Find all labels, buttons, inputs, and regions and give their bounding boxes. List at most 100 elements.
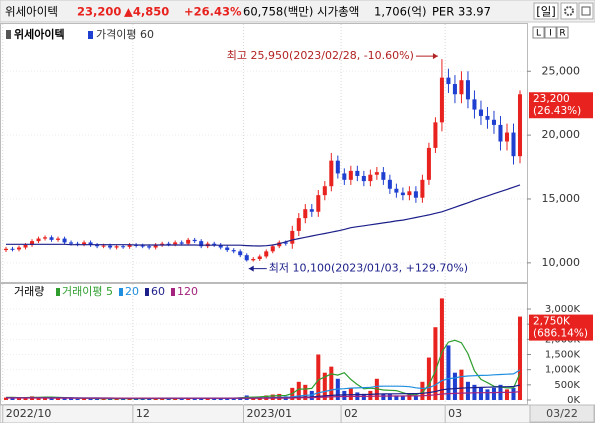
candle-body (426, 147, 431, 180)
x-tick-label: 03 (448, 407, 462, 420)
x-tick-label: 2023/01 (246, 407, 292, 420)
volume-bar (296, 381, 301, 400)
candle-body (114, 246, 119, 248)
last-value-label: (26.43%) (533, 105, 581, 117)
y-tick-label: 1,500K (545, 350, 581, 361)
last-date: 03/22 (546, 407, 578, 420)
market-cap: 1,706(억) (374, 5, 426, 19)
volume-bar (413, 395, 418, 400)
candle-body (10, 248, 15, 250)
candle-body (478, 109, 483, 116)
legend-marker (118, 288, 123, 296)
candle-body (452, 84, 457, 95)
volume-bar (303, 384, 308, 400)
candle-body (108, 245, 113, 248)
volume-bar (179, 398, 184, 400)
legend-marker (170, 288, 175, 296)
volume-bar (478, 387, 483, 400)
change-pct: +26.43% (184, 5, 242, 19)
candle-body (225, 247, 230, 251)
gear-icon (564, 6, 574, 16)
header-bar (0, 0, 595, 23)
candle-body (329, 160, 334, 187)
candle-body (459, 80, 464, 95)
volume-bar (511, 387, 516, 400)
candle-body (355, 170, 360, 176)
volume-bar (69, 398, 74, 400)
legend-marker (88, 31, 93, 39)
y-tick-label: 10,000 (542, 256, 581, 269)
settings-button[interactable] (560, 2, 578, 20)
candle-body (121, 246, 126, 248)
candle-body (517, 94, 523, 157)
volume-bar (134, 398, 139, 400)
x-tick-label: 2022/10 (6, 407, 52, 420)
candle-body (244, 255, 249, 261)
volume-bar (452, 372, 457, 400)
date-axis (0, 404, 595, 424)
market-cap-label: 시가총액 (317, 5, 359, 19)
toolbar-button[interactable] (544, 26, 557, 39)
volume-bar (23, 397, 28, 400)
legend-label: 120 (177, 285, 198, 298)
period-button[interactable] (533, 2, 559, 20)
price: 23,200 (77, 5, 121, 19)
candle-body (101, 245, 106, 247)
candle-body (342, 173, 347, 180)
volume-bar (348, 387, 353, 400)
toolbar-button[interactable] (556, 26, 569, 39)
toolbar-label: R (559, 29, 565, 39)
candle-body (173, 242, 178, 245)
volume-legend-title: 거래량 (14, 285, 44, 298)
candle-body (127, 244, 132, 247)
candle-body (511, 132, 516, 157)
volume-bar (218, 398, 223, 400)
candle-body (186, 239, 191, 244)
volume-bar (3, 397, 9, 400)
candle-body (231, 250, 236, 252)
candle-body (23, 244, 28, 248)
volume-bar (16, 397, 22, 400)
candle-body (400, 192, 405, 196)
volume-bar (433, 327, 438, 400)
candle-body (348, 170, 353, 180)
volume-bar (108, 398, 113, 400)
period[interactable]: [일] (536, 5, 556, 19)
candle-body (43, 237, 48, 239)
toolbar-label: L (536, 29, 541, 39)
candle-body (446, 77, 451, 85)
candle-body (491, 119, 496, 125)
toolbar-label: I (549, 29, 552, 39)
moving-average (6, 184, 521, 247)
candle-body (504, 132, 510, 142)
candle-body (30, 241, 35, 245)
candle-body (147, 246, 152, 248)
candle-body (498, 124, 503, 142)
expand-button[interactable] (578, 2, 594, 20)
volume-bar (459, 369, 464, 400)
y-tick-label: 500K (554, 380, 580, 391)
candle-body (88, 242, 93, 245)
volume-bar (394, 395, 399, 400)
volume-bar (95, 398, 100, 400)
volume-bar (147, 398, 152, 400)
candle-body (166, 243, 171, 245)
y-tick-label: 25,000 (542, 64, 581, 77)
candle-body (257, 256, 262, 260)
legend-label: 거래이평 5 (62, 285, 113, 298)
toolbar-button[interactable] (532, 26, 545, 39)
candle-body (251, 259, 256, 261)
candle-body (465, 80, 470, 100)
candle-body (303, 209, 308, 219)
volume-bar (121, 398, 126, 400)
legend-label: 20 (125, 285, 139, 298)
volume-bar (43, 397, 48, 400)
candle-body (472, 99, 477, 110)
candle-body (82, 242, 87, 245)
candle-body (296, 218, 301, 231)
volume-bar (329, 366, 334, 400)
legend-marker (144, 288, 149, 296)
annotation-arrowhead (432, 53, 438, 60)
volume-bar (56, 398, 61, 400)
stock-name: 위세아이텍 (5, 5, 58, 19)
